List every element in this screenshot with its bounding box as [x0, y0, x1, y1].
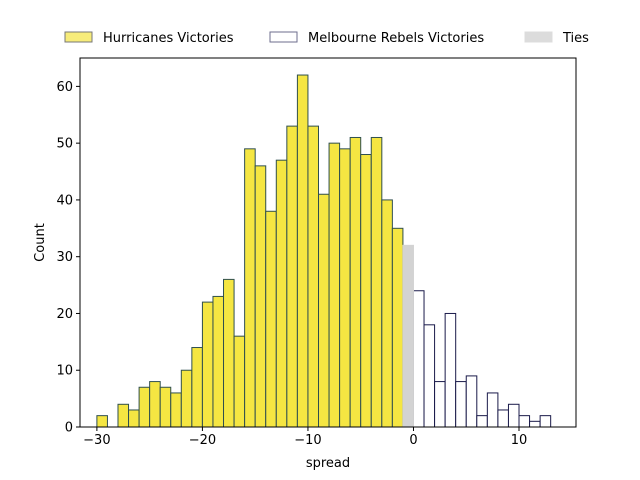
bar-2-0 [402, 244, 414, 428]
bar-0-17 [286, 125, 298, 428]
bar-1-8 [497, 409, 509, 428]
legend: Hurricanes Victories Melbourne Rebels Vic… [64, 31, 589, 46]
bar-0-21 [328, 142, 341, 428]
plot-frame [79, 57, 577, 428]
bar-0-18 [296, 74, 309, 428]
bar-0-2 [128, 409, 140, 428]
bar-0-27 [391, 227, 404, 428]
legend-label-2: Ties [562, 31, 589, 46]
legend-swatch-2 [524, 31, 553, 43]
y-tick-label-2: 20 [56, 307, 73, 322]
bar-0-23 [349, 136, 362, 428]
bars-layer [96, 74, 552, 428]
x-axis-label: spread [306, 456, 350, 471]
bar-0-26 [381, 199, 393, 428]
bar-0-1 [117, 403, 130, 428]
bar-0-0 [96, 415, 108, 428]
bar-0-20 [318, 193, 330, 428]
bar-1-5 [465, 375, 478, 428]
legend-label-1: Melbourne Rebels Victories [308, 31, 484, 46]
y-tick-label-0: 0 [65, 421, 73, 436]
bar-1-4 [455, 381, 467, 428]
bar-0-16 [275, 159, 288, 428]
x-tick-label-0: −30 [83, 433, 110, 448]
bar-1-11 [529, 420, 541, 428]
bar-0-9 [201, 301, 214, 428]
x-tick-label-4: 10 [511, 433, 528, 448]
y-tick-label-3: 30 [56, 250, 73, 265]
legend-swatch-0 [64, 31, 93, 43]
bar-0-13 [244, 148, 256, 428]
x-axis-ticks: −30 −20 −10 0 10 [83, 427, 527, 448]
bar-0-12 [233, 335, 246, 428]
bar-0-4 [149, 381, 161, 428]
bar-1-2 [434, 381, 446, 428]
bar-0-24 [360, 154, 372, 428]
bar-0-10 [212, 295, 225, 428]
bar-1-12 [539, 415, 552, 428]
bar-0-8 [191, 347, 203, 428]
x-tick-label-1: −20 [189, 433, 216, 448]
bar-1-9 [507, 403, 520, 428]
bar-1-0 [412, 290, 425, 428]
bar-1-10 [518, 415, 531, 428]
bar-1-3 [444, 312, 457, 428]
bar-0-11 [223, 278, 235, 428]
bar-0-22 [339, 148, 351, 428]
bar-0-5 [159, 386, 172, 428]
bar-0-3 [138, 386, 151, 428]
bar-0-25 [370, 136, 383, 428]
y-tick-label-4: 40 [56, 193, 73, 208]
y-tick-label-1: 10 [56, 364, 73, 379]
x-tick-label-3: 0 [409, 433, 417, 448]
bar-0-19 [307, 125, 320, 428]
x-tick-label-2: −10 [294, 433, 321, 448]
legend-swatch-1 [269, 31, 298, 43]
bar-0-6 [170, 392, 182, 428]
bar-0-7 [180, 369, 193, 428]
legend-label-0: Hurricanes Victories [103, 31, 234, 46]
y-axis-label: Count [33, 223, 48, 262]
y-tick-label-6: 60 [56, 80, 73, 95]
bar-1-1 [423, 324, 436, 428]
y-axis-ticks: 0 10 20 30 40 50 60 [56, 80, 80, 436]
bar-1-7 [486, 392, 499, 428]
bar-0-14 [254, 165, 267, 428]
bar-0-15 [265, 210, 277, 428]
bar-1-6 [476, 415, 488, 428]
y-tick-label-5: 50 [56, 137, 73, 152]
